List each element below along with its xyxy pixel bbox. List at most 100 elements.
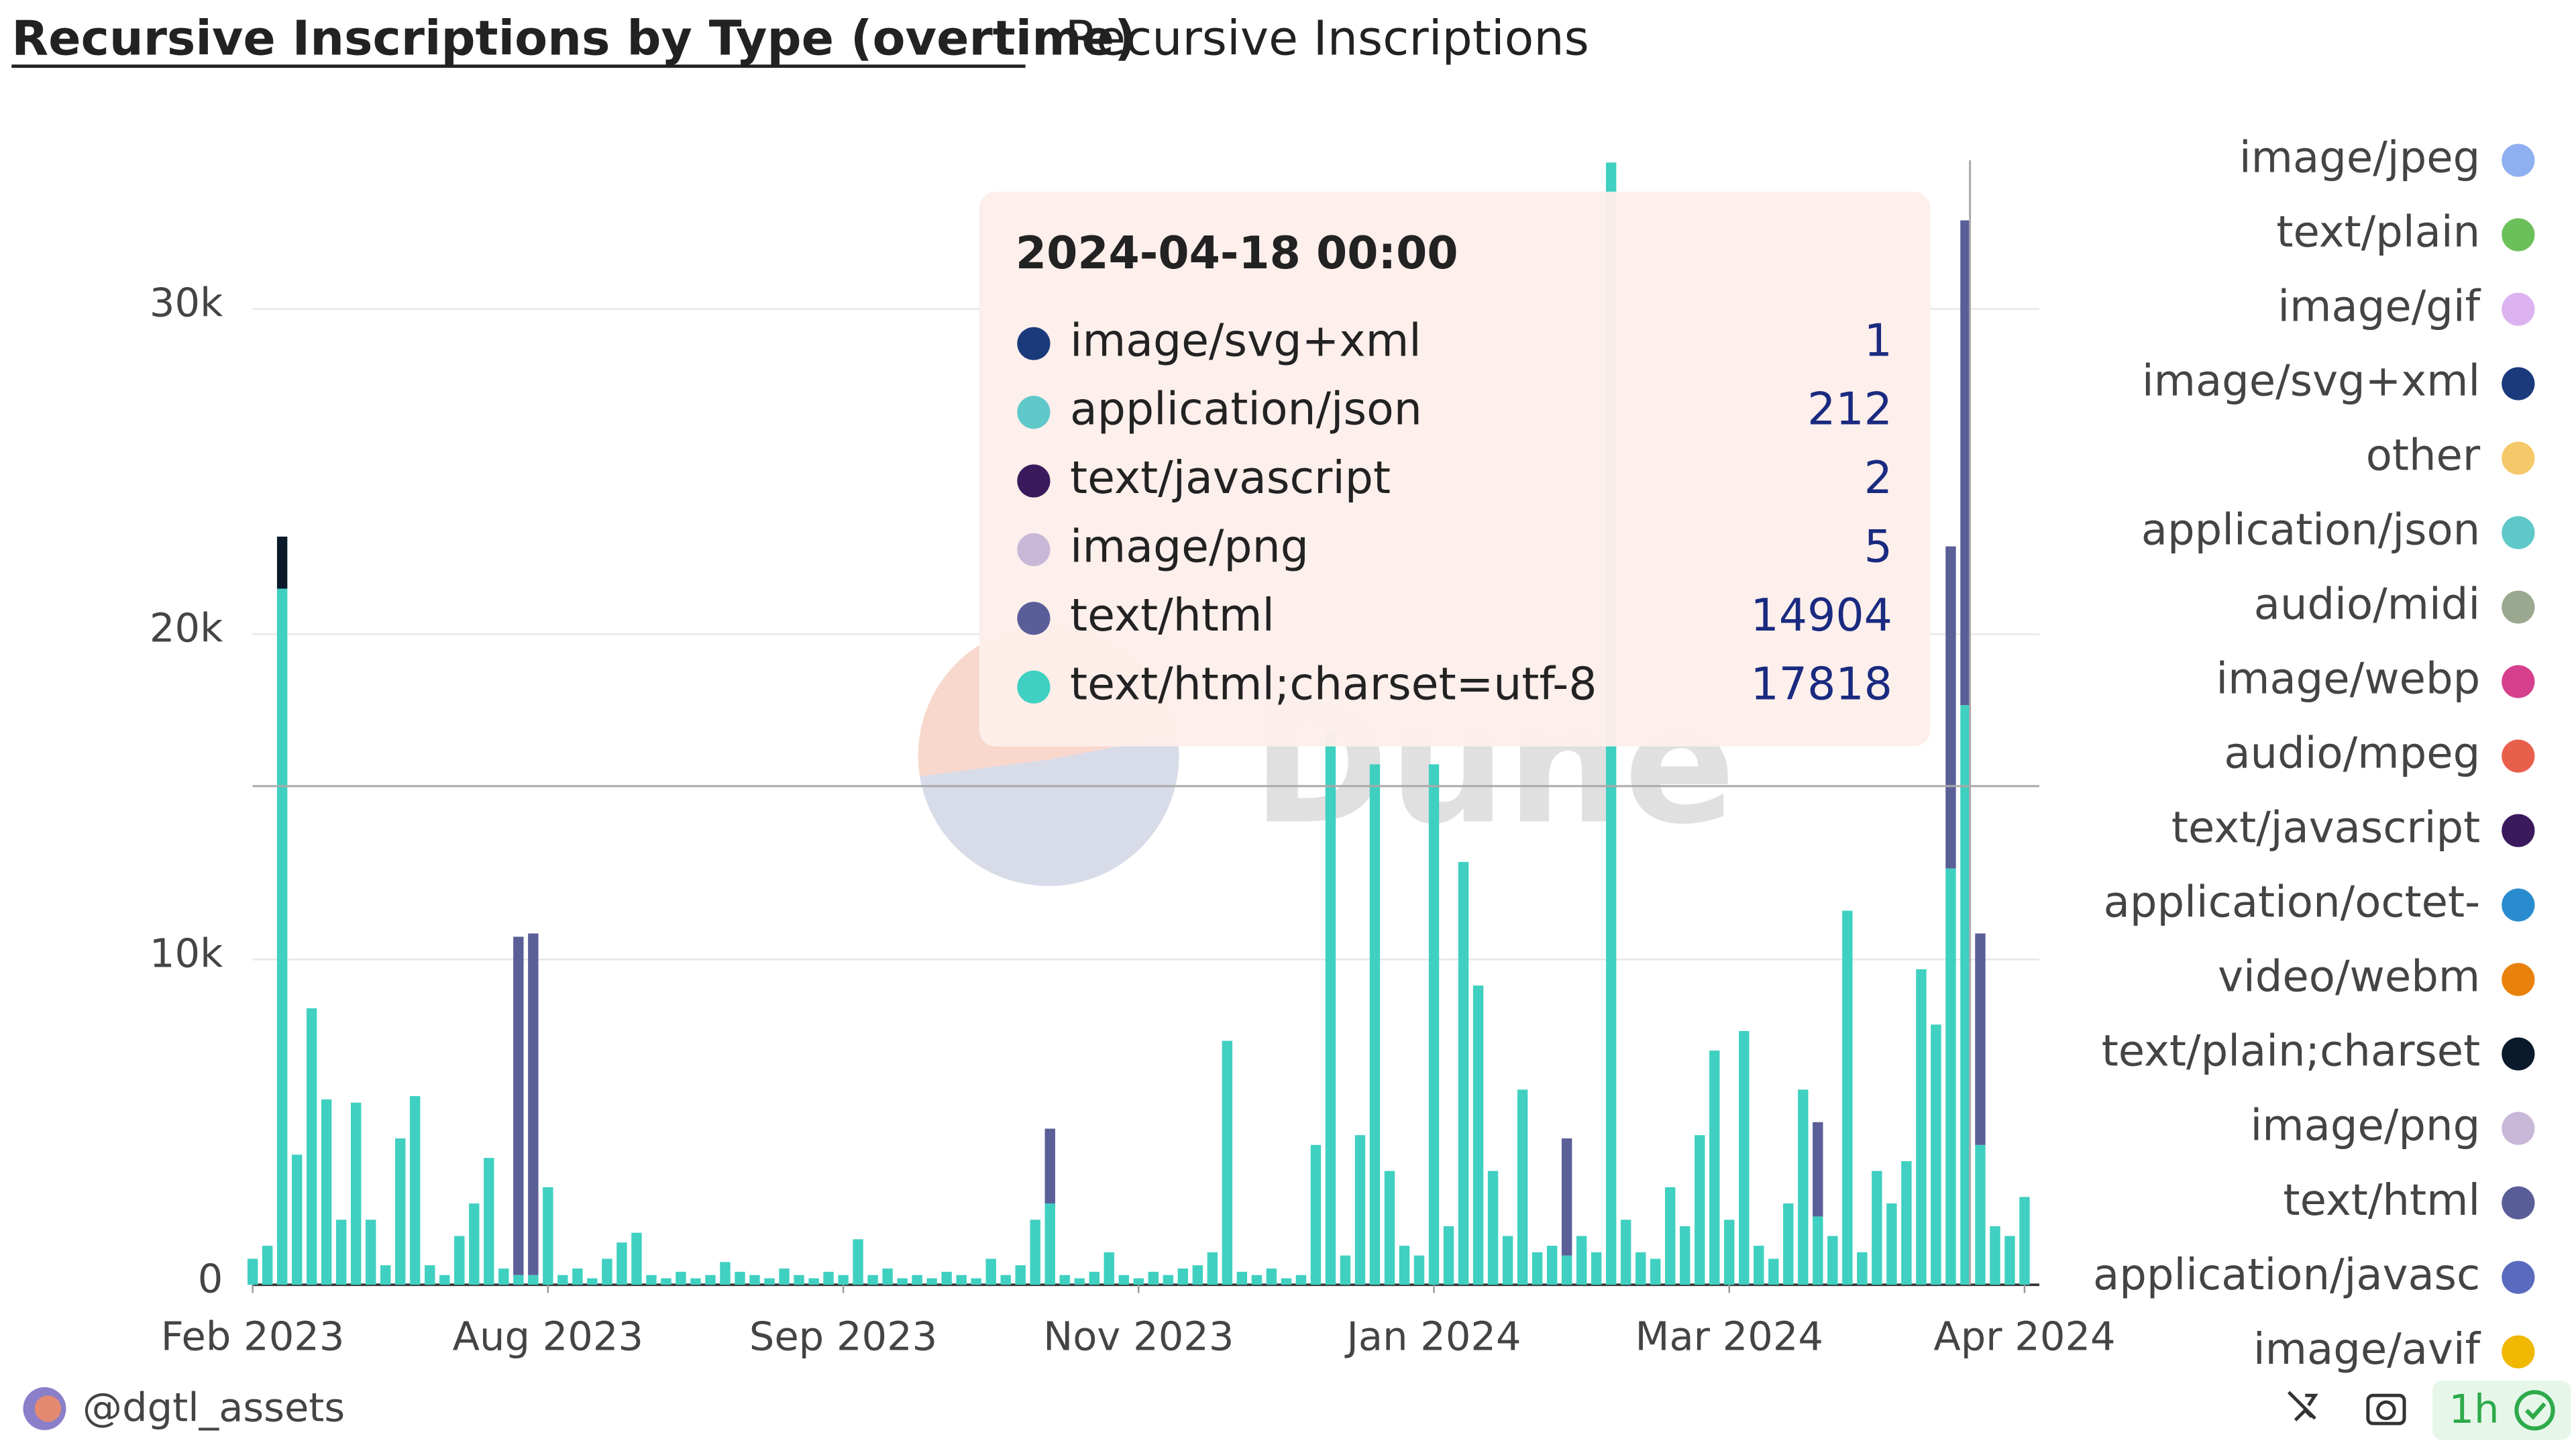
bar	[439, 1275, 450, 1285]
legend-swatch	[2502, 814, 2535, 847]
bar	[926, 1278, 937, 1285]
bar	[1236, 1271, 1248, 1285]
icon-camera[interactable]	[2366, 1393, 2406, 1425]
bar	[1813, 1122, 1823, 1217]
icon-share[interactable]	[2287, 1391, 2318, 1421]
bar	[528, 933, 539, 1275]
bar	[335, 1220, 347, 1285]
bar	[498, 1269, 509, 1285]
x-tick-label: Nov 2023	[1043, 1313, 1234, 1360]
bar	[808, 1278, 819, 1285]
bar	[1044, 1203, 1055, 1285]
bar	[1650, 1258, 1661, 1285]
bar	[1104, 1252, 1114, 1285]
x-tick-label: Jan 2024	[1344, 1313, 1521, 1360]
legend-label: image/gif	[2277, 282, 2481, 332]
bar	[1192, 1265, 1203, 1285]
legend-swatch	[2502, 218, 2535, 252]
bar	[971, 1278, 981, 1285]
x-tick-label: Sep 2023	[749, 1313, 937, 1360]
bar	[1133, 1278, 1144, 1285]
legend-swatch	[2502, 1260, 2535, 1294]
bar	[2019, 1197, 2030, 1285]
bar	[587, 1278, 598, 1285]
legend-swatch	[2502, 1186, 2535, 1220]
bar	[1177, 1269, 1189, 1285]
legend-label: audio/midi	[2254, 580, 2480, 630]
bar	[1295, 1275, 1307, 1285]
bar	[276, 588, 288, 1285]
refresh-label: 1h	[2449, 1386, 2499, 1432]
bar	[1724, 1220, 1735, 1285]
bar	[1635, 1252, 1646, 1285]
x-tick-label: Aug 2023	[453, 1313, 643, 1360]
refresh-icon	[2514, 1390, 2555, 1431]
bar	[572, 1269, 583, 1285]
bar	[543, 1187, 553, 1285]
tooltip: image/svg+xml 1 application/json 212 text/ja…	[979, 191, 1931, 747]
legend-label: image/jpeg	[2239, 133, 2480, 183]
bar	[867, 1275, 878, 1285]
legend-swatch	[2502, 441, 2535, 475]
bar	[1044, 1128, 1055, 1204]
x-tick-label: Feb 2023	[161, 1313, 345, 1360]
tab-title[interactable]: Recursive Inscriptions	[1065, 10, 1589, 66]
legend-label: image/svg+xml	[2142, 357, 2480, 407]
bar	[661, 1278, 672, 1285]
bar	[720, 1262, 731, 1285]
bar	[1384, 1171, 1395, 1285]
bar	[380, 1265, 391, 1285]
bar	[1546, 1246, 1558, 1285]
legend-swatch	[2502, 590, 2535, 624]
bar	[1517, 1089, 1528, 1285]
legend-swatch	[2502, 1037, 2535, 1071]
bar	[291, 1154, 303, 1285]
bar	[262, 1246, 273, 1285]
legend-swatch	[2502, 292, 2535, 326]
bar	[1813, 1216, 1823, 1285]
bar	[1030, 1220, 1040, 1285]
bar	[912, 1275, 922, 1285]
bar	[557, 1275, 568, 1285]
bar	[941, 1271, 952, 1285]
bar	[1916, 969, 1927, 1285]
bar	[1754, 1246, 1764, 1285]
bar	[749, 1275, 760, 1285]
bar	[705, 1275, 716, 1285]
bar	[454, 1236, 465, 1285]
refresh-badge[interactable]	[2432, 1381, 2571, 1440]
bar	[1340, 1255, 1351, 1285]
bar	[321, 1099, 332, 1285]
bar	[1783, 1203, 1794, 1285]
tooltip-value: 14904	[1751, 589, 1892, 641]
tooltip-value: 17818	[1751, 657, 1892, 710]
bar	[897, 1278, 908, 1285]
tooltip-swatch	[1017, 327, 1051, 360]
bar	[823, 1271, 834, 1285]
bar	[1886, 1203, 1897, 1285]
legend-label: text/javascript	[2171, 804, 2480, 853]
bar	[1857, 1252, 1868, 1285]
bar	[1251, 1275, 1263, 1285]
chart-title: Recursive Inscriptions by Type (overtime…	[11, 10, 1136, 66]
author[interactable]: @dgtl_assets	[83, 1384, 345, 1430]
bar	[1975, 1144, 1986, 1285]
legend-swatch	[2502, 739, 2535, 773]
bar	[1680, 1226, 1690, 1285]
bar	[676, 1271, 686, 1285]
tooltip-name: image/svg+xml	[1070, 314, 1421, 366]
bar	[1458, 861, 1469, 1285]
bar	[306, 1008, 317, 1285]
bar	[1901, 1161, 1912, 1285]
bar	[956, 1275, 967, 1285]
legend-swatch	[2502, 1335, 2535, 1368]
legend-label: image/png	[2251, 1101, 2481, 1151]
y-tick-label: 0	[198, 1255, 223, 1301]
bar	[882, 1269, 893, 1285]
bar	[1709, 1050, 1720, 1285]
tooltip-value: 5	[1864, 520, 1892, 572]
tooltip-swatch	[1017, 602, 1051, 635]
legend-label: audio/mpeg	[2224, 729, 2480, 779]
bar	[1089, 1271, 1099, 1285]
